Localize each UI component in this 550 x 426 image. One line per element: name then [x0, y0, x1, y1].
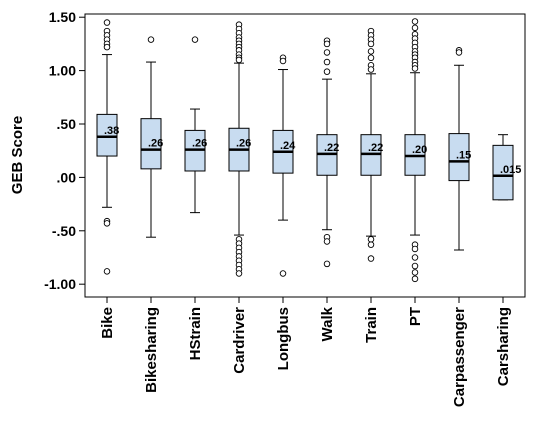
- median-label: .22: [324, 142, 339, 154]
- box-longbus: .24: [272, 54, 296, 277]
- outlier-point: [411, 18, 419, 25]
- box-walk: .22: [316, 37, 339, 268]
- median-label: .015: [500, 164, 521, 176]
- x-category-label: Bikesharing: [143, 307, 160, 393]
- median-label: .15: [456, 149, 471, 161]
- box-carsharing: .015: [492, 134, 521, 201]
- outlier-point: [367, 48, 375, 55]
- outlier-point: [411, 269, 419, 276]
- y-tick-label: 1.00: [49, 63, 76, 79]
- x-category-label: Carpassenger: [451, 307, 468, 407]
- y-tick-label: .00: [57, 169, 77, 185]
- median-label: .26: [236, 138, 251, 150]
- outlier-point: [455, 49, 463, 56]
- outlier-point: [367, 236, 375, 243]
- outlier-point: [323, 68, 331, 75]
- box-bike: .38: [96, 19, 119, 275]
- x-category-label: PT: [407, 307, 424, 326]
- median-label: .38: [104, 125, 119, 137]
- outlier-point: [367, 66, 375, 73]
- outlier-point: [411, 245, 419, 253]
- y-tick-label: -1.00: [44, 276, 76, 292]
- median-label: .20: [412, 144, 427, 156]
- outlier-point: [279, 57, 287, 65]
- outlier-point: [367, 40, 375, 48]
- box-carpassenger: .15: [448, 47, 471, 251]
- outlier-point: [103, 268, 111, 275]
- x-category-label: Train: [363, 307, 380, 343]
- y-tick-label: .50: [57, 116, 77, 132]
- iqr-box: [448, 133, 470, 182]
- box-pt: .20: [404, 18, 427, 283]
- x-category-label: Walk: [319, 306, 336, 341]
- iqr-box: [492, 144, 514, 201]
- outlier-point: [147, 36, 155, 43]
- outlier-point: [411, 24, 419, 32]
- median-label: .22: [368, 142, 383, 154]
- boxes-group: .38 .26 .26 .26 .24 .22 .22 .20 .15 .015: [96, 18, 521, 283]
- y-tick-label: 1.50: [49, 9, 76, 25]
- outlier-point: [411, 65, 419, 72]
- median-label: .26: [192, 138, 207, 150]
- median-label: .24: [280, 140, 296, 152]
- outlier-point: [103, 43, 111, 51]
- outlier-point: [191, 36, 199, 43]
- outlier-point: [235, 56, 243, 64]
- outlier-point: [235, 270, 243, 277]
- x-category-label: Cardriver: [231, 307, 248, 374]
- outlier-point: [323, 40, 331, 48]
- outlier-point: [367, 54, 375, 62]
- outlier-point: [323, 58, 331, 66]
- x-category-label: Bike: [99, 307, 116, 339]
- iqr-box: [96, 113, 118, 157]
- outlier-point: [103, 220, 111, 227]
- y-axis: 1.50 1.00 .50 .00 -.50 -1.00: [44, 9, 85, 292]
- iqr-box: [140, 118, 162, 170]
- x-category-label: Longbus: [275, 307, 292, 370]
- outlier-point: [411, 262, 419, 270]
- outlier-point: [279, 270, 287, 277]
- outlier-point: [103, 19, 111, 26]
- x-category-label: HStrain: [187, 307, 204, 360]
- outlier-point: [367, 241, 375, 248]
- x-axis: Bike Bikesharing HStrain Cardriver Longbus Wa…: [99, 297, 512, 407]
- outlier-point: [411, 275, 419, 283]
- box-train: .22: [360, 27, 383, 262]
- outlier-point: [367, 255, 375, 262]
- outlier-point: [323, 238, 331, 245]
- outlier-point: [323, 49, 331, 56]
- y-axis-title: GEB Score: [9, 116, 26, 194]
- box-cardriver: .26: [228, 21, 251, 277]
- outlier-point: [411, 254, 419, 261]
- y-tick-label: -.50: [52, 223, 76, 239]
- outlier-point: [323, 260, 331, 268]
- box-bikesharing: .26: [140, 36, 163, 238]
- x-category-label: Carsharing: [495, 307, 512, 386]
- median-label: .26: [148, 138, 163, 150]
- box-hstrain: .26: [184, 36, 207, 214]
